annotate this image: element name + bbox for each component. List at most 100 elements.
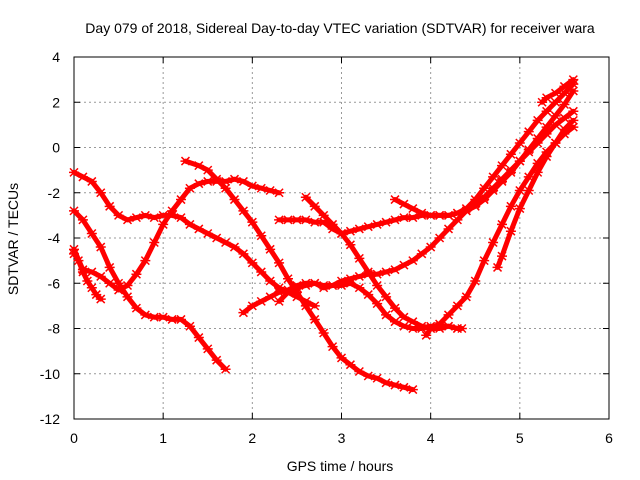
data-point [345, 278, 356, 288]
data-point [550, 97, 561, 107]
data-point [256, 231, 267, 241]
data-point [497, 176, 507, 186]
data-point [184, 321, 195, 331]
data-point [131, 269, 142, 279]
data-point [398, 260, 409, 270]
data-point [95, 271, 106, 281]
data-point [265, 276, 276, 286]
data-point [488, 237, 499, 248]
data-point [86, 267, 97, 277]
data-point [274, 188, 285, 198]
data-point [265, 292, 276, 302]
data-point [416, 208, 427, 218]
data-point [398, 199, 409, 209]
data-point [354, 283, 365, 293]
data-point [381, 267, 392, 277]
data-point [354, 253, 365, 263]
x-tick-label: 0 [70, 430, 78, 446]
data-point [82, 276, 93, 286]
data-point [193, 224, 204, 234]
data-point [381, 310, 392, 320]
data-point [505, 149, 516, 159]
data-point [532, 167, 543, 177]
data-point [407, 204, 418, 214]
data-point [505, 201, 516, 211]
data-point [381, 292, 392, 302]
data-point [247, 181, 258, 191]
series-track-12 [492, 115, 579, 272]
data-point [327, 280, 338, 291]
data-point [104, 278, 115, 288]
data-point [274, 296, 285, 306]
data-point [256, 296, 267, 306]
data-point [291, 283, 302, 293]
data-point [390, 380, 400, 390]
data-point [140, 310, 151, 320]
data-point [541, 152, 552, 162]
data-point [416, 321, 427, 331]
data-point [104, 201, 115, 211]
series-track-5 [180, 156, 418, 395]
data-point [77, 215, 88, 225]
data-point [532, 133, 543, 143]
data-point [363, 222, 374, 232]
data-point [372, 280, 383, 291]
data-point [211, 355, 222, 365]
data-point [149, 213, 160, 223]
data-point [497, 219, 507, 229]
data-point [398, 312, 409, 322]
data-point [479, 256, 490, 266]
data-point [327, 219, 338, 229]
data-point [318, 280, 329, 291]
data-point [541, 93, 552, 103]
data-point [568, 106, 579, 116]
data-point [497, 161, 507, 171]
data-point [140, 210, 151, 220]
y-tick-label: 0 [52, 140, 60, 156]
data-point [158, 312, 169, 322]
y-tick-label: -8 [48, 321, 61, 337]
data-point [372, 373, 383, 383]
data-point [390, 317, 400, 327]
data-point [300, 215, 311, 225]
data-point [229, 242, 240, 252]
data-point [149, 312, 160, 322]
data-point [309, 201, 320, 211]
data-point [69, 244, 79, 254]
data-point [238, 308, 249, 318]
data-point [184, 219, 195, 229]
data-point [523, 127, 534, 137]
axis-ticks [73, 56, 610, 420]
x-tick-label: 2 [248, 430, 256, 446]
data-point [523, 145, 534, 155]
chart-title: Day 079 of 2018, Sidereal Day-to-day VTE… [85, 20, 595, 36]
data-point [363, 290, 374, 300]
data-point [309, 301, 320, 311]
data-point [381, 378, 392, 388]
data-point [425, 323, 436, 334]
tick-labels: 0 1 2 3 4 5 6 -12 -10 -8 -6 -4 -2 0 2 4 [40, 49, 613, 446]
data-point [86, 176, 97, 186]
data-point [345, 226, 356, 236]
data-point [122, 215, 133, 225]
data-point [425, 242, 436, 252]
data-point [149, 237, 160, 248]
data-point [274, 287, 285, 297]
data-point [256, 183, 267, 193]
data-point [300, 192, 311, 202]
y-axis-label: SDTVAR / TECUs [5, 183, 21, 295]
data-point [283, 287, 293, 297]
data-point [113, 210, 124, 220]
y-tick-label: 2 [52, 94, 60, 110]
data-point [180, 156, 191, 166]
data-point [184, 183, 195, 193]
data-point [461, 292, 472, 302]
data-point [514, 138, 525, 148]
data-point [309, 217, 320, 227]
data-point [568, 75, 579, 85]
data-point [300, 280, 311, 291]
data-point [202, 176, 213, 186]
data-point [131, 303, 142, 313]
data-point [176, 213, 186, 223]
y-tick-label: -6 [48, 275, 61, 291]
